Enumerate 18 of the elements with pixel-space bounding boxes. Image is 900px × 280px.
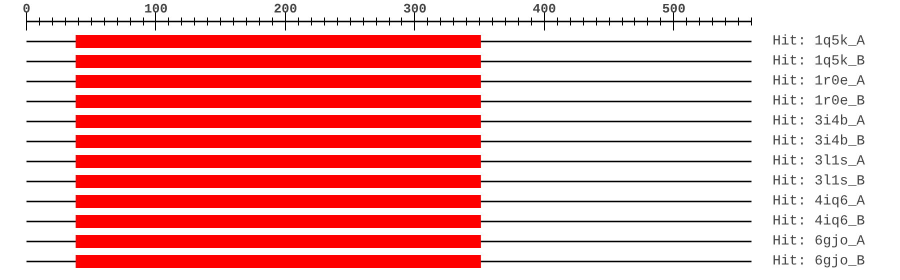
y-tick-label: Hit: 1r0e_A [772,74,866,90]
x-tick-label: 200 [274,2,298,16]
x-tick-label: 300 [403,2,427,16]
x-tick-label: 100 [144,2,168,16]
y-tick-label: Hit: 6gjo_A [772,234,866,250]
y-tick-label: Hit: 6gjo_B [772,254,865,270]
y-tick-label: Hit: 4iq6_B [772,214,865,230]
x-tick-label: 0 [22,2,31,16]
y-tick-label: Hit: 3l1s_B [772,174,865,190]
y-tick-label: Hit: 1r0e_B [772,94,865,110]
y-tick-label: Hit: 3i4b_A [772,114,866,130]
y-tick-label: Hit: 3i4b_B [772,134,865,150]
x-tick-label: 400 [532,2,556,16]
y-tick-label: Hit: 1q5k_B [772,54,865,70]
y-tick-label: Hit: 1q5k_A [772,34,866,50]
x-tick-label: 500 [662,2,686,16]
y-tick-label: Hit: 4iq6_A [772,194,866,210]
y-tick-label: Hit: 3l1s_A [772,154,866,170]
